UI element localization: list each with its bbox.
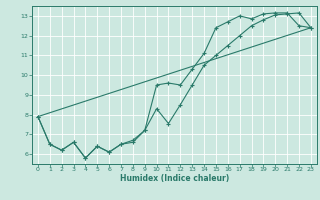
X-axis label: Humidex (Indice chaleur): Humidex (Indice chaleur) [120,174,229,183]
